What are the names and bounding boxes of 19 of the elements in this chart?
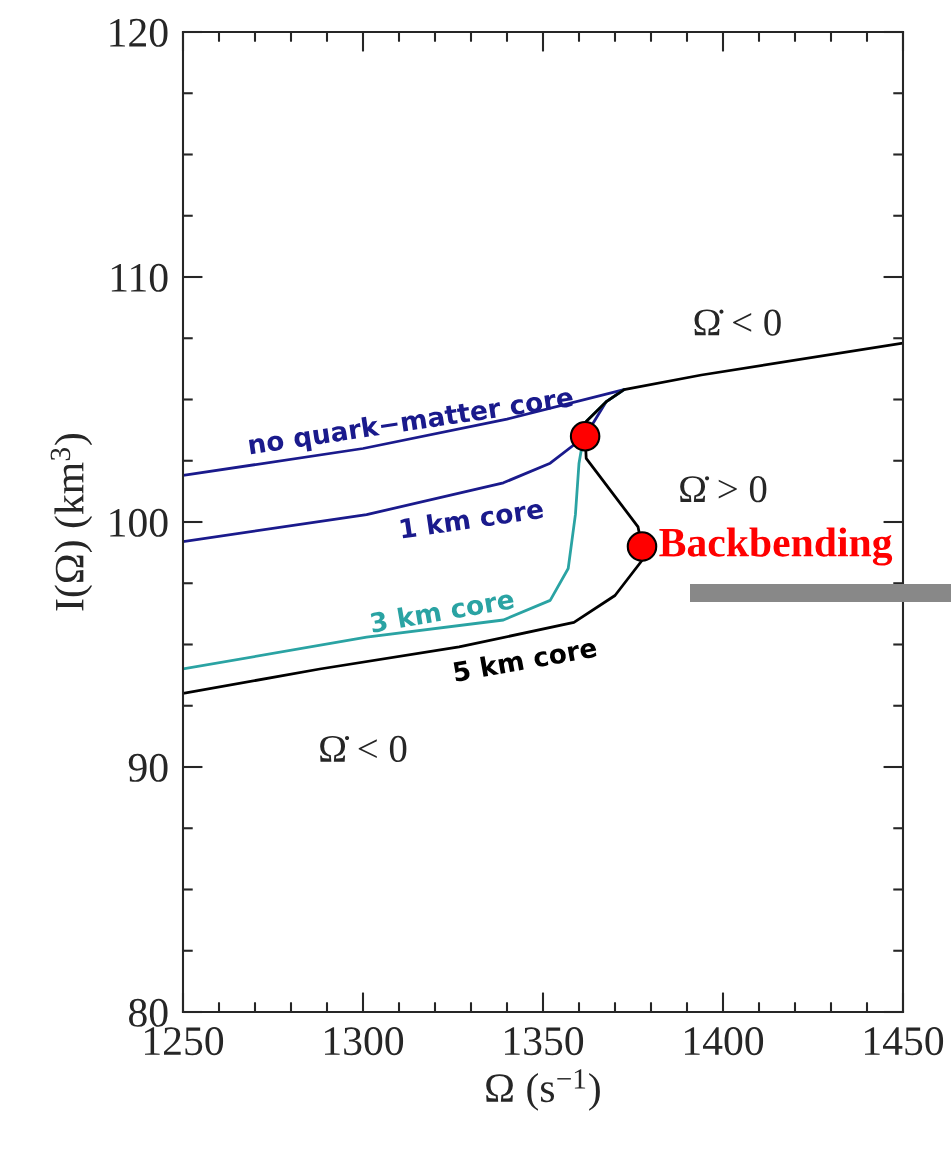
y-tick-label: 110	[111, 263, 168, 292]
annotation: Ω̇ < 0	[320, 735, 407, 763]
annotation: Ω̇ > 0	[680, 476, 767, 503]
y-tick-label: 80	[129, 998, 168, 1027]
x-tick-label: 1450	[865, 1027, 944, 1056]
text: 3 km core	[369, 588, 515, 633]
text: 5 km core	[452, 636, 598, 683]
y-tick-label: 100	[110, 508, 168, 537]
annotation: Ω̇ < 0	[694, 309, 781, 336]
y-tick-label: 90	[128, 753, 168, 782]
x-axis-title: Ω (s$^{−1}$)	[486, 1069, 600, 1111]
y-axis-title: I(Ω) (km$^{3}$)	[50, 433, 93, 611]
x-tick-label: 1400	[685, 1027, 764, 1056]
x-tick-label: 1350	[505, 1027, 584, 1056]
y-tick-label: 120	[110, 18, 168, 47]
text: 1 km core	[400, 497, 544, 539]
x-tick-label: 1250	[145, 1027, 224, 1056]
x-tick-label: 1300	[325, 1027, 404, 1056]
annotation: Backbending	[659, 527, 893, 566]
